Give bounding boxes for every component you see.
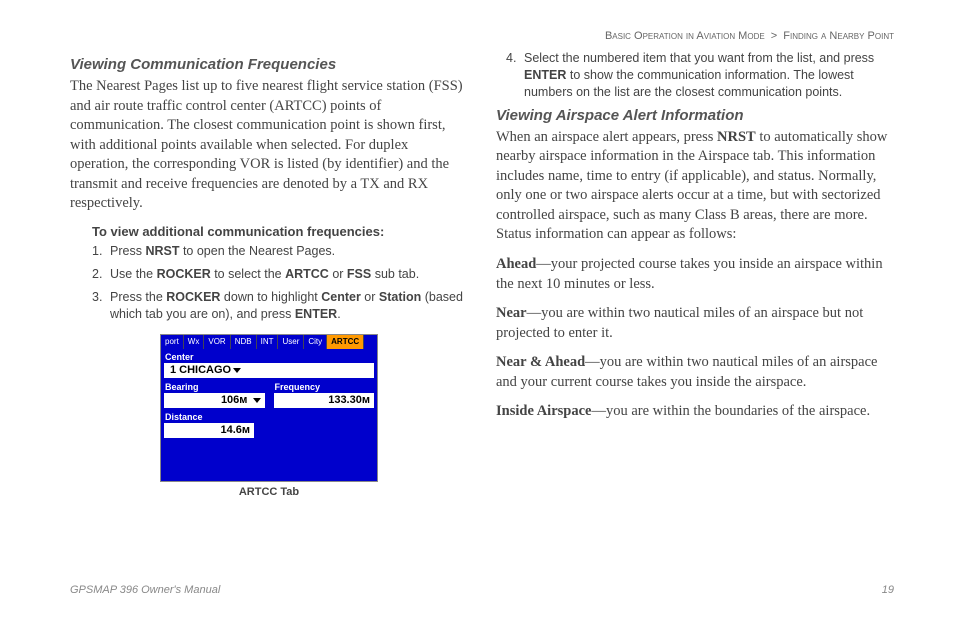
label-frequency: Frequency <box>271 380 378 393</box>
key-artcc: ARTCC <box>285 267 329 281</box>
key-fss: FSS <box>347 267 371 281</box>
heading-airspace-alert: Viewing Airspace Alert Information <box>496 107 894 124</box>
step-4: 4. Select the numbered item that you wan… <box>506 50 894 101</box>
def-ahead: Ahead—your projected course takes you in… <box>496 255 894 294</box>
tab-wx: Wx <box>184 335 205 349</box>
step-3: 3. Press the ROCKER down to highlight Ce… <box>92 289 468 323</box>
key-center: Center <box>321 290 361 304</box>
page-footer: GPSMAP 396 Owner's Manual 19 <box>70 584 894 596</box>
para-airspace-alert: When an airspace alert appears, press NR… <box>496 128 894 245</box>
key-nrst: NRST <box>717 129 756 145</box>
tab-artcc: ARTCC <box>327 335 364 349</box>
key-rocker: ROCKER <box>157 267 211 281</box>
tab-city: City <box>304 335 327 349</box>
term-inside: Inside Airspace <box>496 403 591 419</box>
figure-caption: ARTCC Tab <box>160 486 378 498</box>
value-frequency: 133.30ᴍ <box>274 393 375 408</box>
left-column: Viewing Communication Frequencies The Ne… <box>70 50 468 498</box>
page-number: 19 <box>882 584 894 596</box>
right-column: 4. Select the numbered item that you wan… <box>496 50 894 498</box>
value-bearing: 106ᴍ <box>164 393 265 408</box>
key-enter: ENTER <box>524 68 566 82</box>
label-center: Center <box>161 350 377 363</box>
footer-title: GPSMAP 396 Owner's Manual <box>70 584 220 596</box>
tab-int: INT <box>257 335 279 349</box>
figure-artcc-tab: port Wx VOR NDB INT User City ARTCC Cent… <box>160 334 378 498</box>
def-near-ahead: Near & Ahead—you are within two nautical… <box>496 353 894 392</box>
device-tabs: port Wx VOR NDB INT User City ARTCC <box>161 335 377 350</box>
procedure-steps: 1. Press NRST to open the Nearest Pages.… <box>92 243 468 323</box>
para-comm-freq: The Nearest Pages list up to five neares… <box>70 77 468 214</box>
heading-comm-freq: Viewing Communication Frequencies <box>70 56 468 73</box>
dropdown-icon <box>233 368 241 373</box>
step-text: Press the ROCKER down to highlight Cente… <box>110 289 468 323</box>
breadcrumb: Basic Operation in Aviation Mode > Findi… <box>70 30 894 42</box>
tab-port: port <box>161 335 184 349</box>
value-center: 1 CHICAGO <box>164 363 374 378</box>
breadcrumb-sub: Finding a Nearby Point <box>783 30 894 42</box>
dropdown-icon <box>253 398 261 403</box>
term-ahead: Ahead <box>496 256 536 272</box>
step-text: Select the numbered item that you want f… <box>524 50 894 101</box>
term-near: Near <box>496 305 527 321</box>
step-1: 1. Press NRST to open the Nearest Pages. <box>92 243 468 260</box>
tab-ndb: NDB <box>231 335 257 349</box>
label-bearing: Bearing <box>161 380 268 393</box>
key-rocker: ROCKER <box>166 290 220 304</box>
key-nrst: NRST <box>145 244 179 258</box>
label-distance: Distance <box>161 410 377 423</box>
breadcrumb-sep: > <box>771 30 777 42</box>
step-num: 2. <box>92 266 110 283</box>
step-num: 3. <box>92 289 110 323</box>
procedure-heading: To view additional communication frequen… <box>92 224 468 239</box>
step-text: Use the ROCKER to select the ARTCC or FS… <box>110 266 468 283</box>
step-2: 2. Use the ROCKER to select the ARTCC or… <box>92 266 468 283</box>
key-station: Station <box>379 290 421 304</box>
step-num: 4. <box>506 50 524 101</box>
term-near-ahead: Near & Ahead <box>496 354 585 370</box>
def-near: Near—you are within two nautical miles o… <box>496 304 894 343</box>
def-inside: Inside Airspace—you are within the bound… <box>496 402 894 422</box>
step-num: 1. <box>92 243 110 260</box>
procedure-steps-cont: 4. Select the numbered item that you wan… <box>506 50 894 101</box>
value-distance: 14.6ᴍ <box>164 423 254 438</box>
device-screen: port Wx VOR NDB INT User City ARTCC Cent… <box>160 334 378 482</box>
breadcrumb-section: Basic Operation in Aviation Mode <box>605 30 765 42</box>
tab-vor: VOR <box>204 335 230 349</box>
step-text: Press NRST to open the Nearest Pages. <box>110 243 468 260</box>
tab-user: User <box>278 335 304 349</box>
key-enter: ENTER <box>295 307 337 321</box>
